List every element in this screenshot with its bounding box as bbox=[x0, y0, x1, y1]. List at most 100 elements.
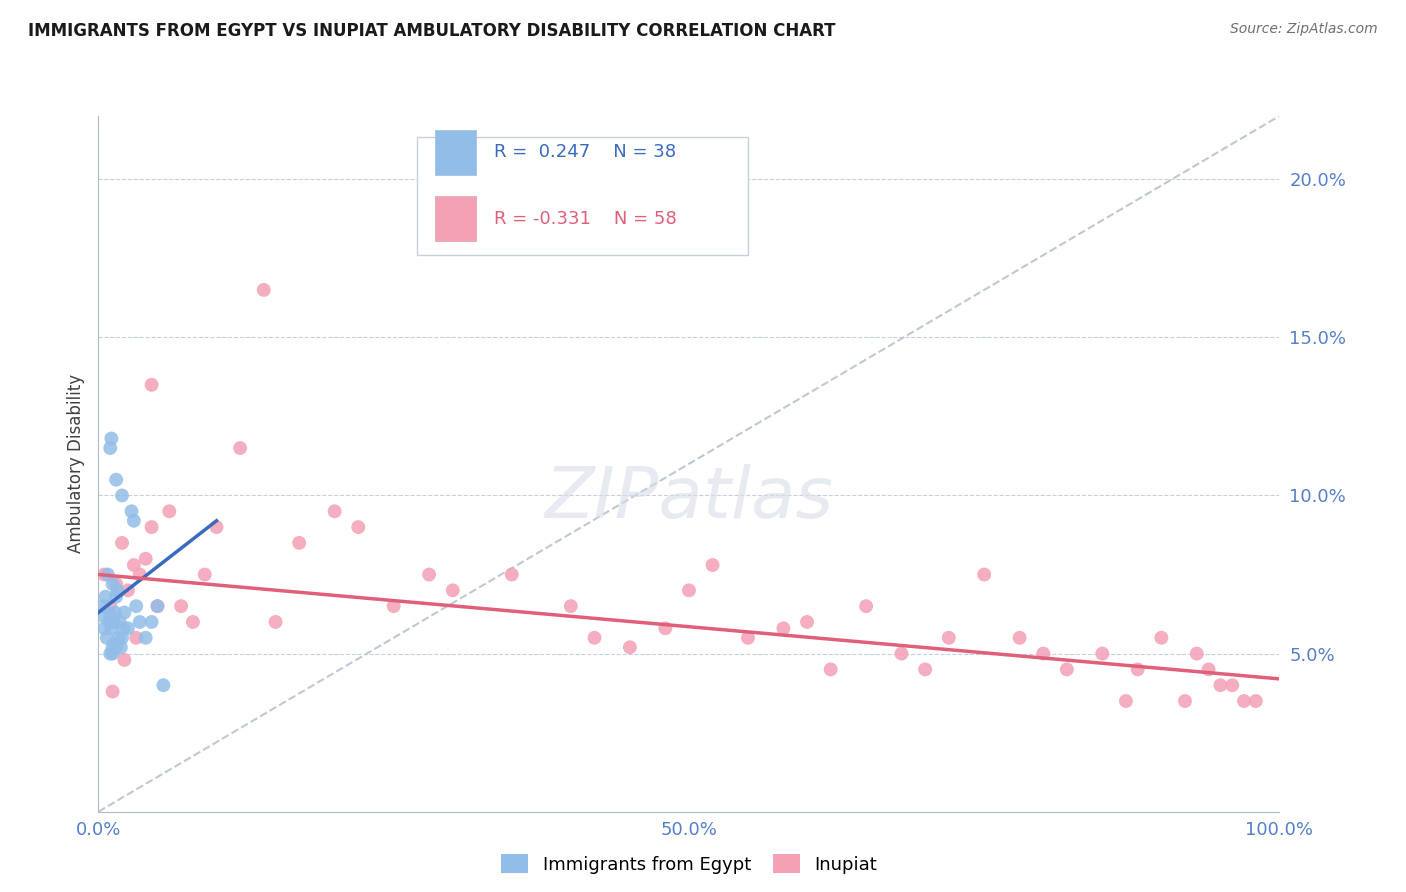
Point bbox=[170, 599, 193, 614]
Point bbox=[112, 606, 135, 620]
Point bbox=[105, 590, 128, 604]
Point bbox=[98, 441, 121, 455]
Point bbox=[1150, 631, 1173, 645]
Point bbox=[772, 621, 794, 635]
Bar bbox=[434, 196, 477, 241]
Point bbox=[914, 662, 936, 676]
Point bbox=[112, 653, 135, 667]
Point bbox=[93, 621, 115, 635]
Point bbox=[288, 536, 311, 550]
Point bbox=[103, 615, 125, 629]
Point bbox=[98, 599, 121, 614]
Point bbox=[98, 608, 121, 623]
Point bbox=[101, 647, 124, 661]
Point bbox=[264, 615, 287, 629]
Point bbox=[104, 606, 127, 620]
Point bbox=[855, 599, 877, 614]
Point bbox=[702, 558, 724, 572]
Point bbox=[796, 615, 818, 629]
Point bbox=[141, 615, 163, 629]
Point bbox=[141, 520, 163, 534]
Point bbox=[157, 504, 180, 518]
Point bbox=[111, 488, 134, 502]
Point bbox=[111, 631, 134, 645]
Bar bbox=[434, 130, 477, 175]
Point bbox=[101, 684, 124, 698]
Point bbox=[501, 567, 523, 582]
Point bbox=[1233, 694, 1256, 708]
Point bbox=[117, 583, 139, 598]
Point bbox=[93, 567, 115, 582]
Point bbox=[973, 567, 995, 582]
Point bbox=[253, 283, 276, 297]
Point bbox=[146, 599, 169, 614]
Point bbox=[98, 615, 121, 629]
Point bbox=[820, 662, 842, 676]
Bar bbox=[418, 136, 748, 255]
Point bbox=[117, 621, 139, 635]
Point bbox=[107, 631, 129, 645]
Point bbox=[583, 631, 606, 645]
Point bbox=[323, 504, 346, 518]
Point bbox=[101, 640, 124, 655]
Point bbox=[105, 583, 128, 598]
Point bbox=[100, 621, 122, 635]
Point bbox=[890, 647, 912, 661]
Legend: Immigrants from Egypt, Inupiat: Immigrants from Egypt, Inupiat bbox=[492, 846, 886, 883]
Point bbox=[1174, 694, 1197, 708]
Point bbox=[105, 577, 128, 591]
Point bbox=[122, 558, 145, 572]
Point bbox=[382, 599, 405, 614]
Point bbox=[347, 520, 370, 534]
Point bbox=[194, 567, 217, 582]
Point bbox=[737, 631, 759, 645]
Y-axis label: Ambulatory Disability: Ambulatory Disability bbox=[66, 375, 84, 553]
Point bbox=[105, 473, 128, 487]
Point bbox=[1008, 631, 1031, 645]
Point bbox=[205, 520, 228, 534]
Point bbox=[112, 621, 135, 635]
Point bbox=[128, 567, 150, 582]
Point bbox=[181, 615, 204, 629]
Point bbox=[96, 631, 118, 645]
Point bbox=[125, 599, 148, 614]
Point bbox=[108, 615, 131, 629]
Point bbox=[1091, 647, 1114, 661]
Point bbox=[229, 441, 252, 455]
Point bbox=[103, 637, 125, 651]
Point bbox=[125, 631, 148, 645]
Point bbox=[1056, 662, 1078, 676]
Point bbox=[1032, 647, 1054, 661]
Point bbox=[91, 608, 114, 623]
Point bbox=[560, 599, 582, 614]
Point bbox=[654, 621, 676, 635]
Text: R = -0.331    N = 58: R = -0.331 N = 58 bbox=[494, 210, 676, 227]
Point bbox=[678, 583, 700, 598]
Point bbox=[122, 514, 145, 528]
Point bbox=[152, 678, 174, 692]
Point bbox=[1185, 647, 1208, 661]
Point bbox=[441, 583, 464, 598]
Text: ZIPatlas: ZIPatlas bbox=[544, 464, 834, 533]
Point bbox=[1115, 694, 1137, 708]
Point bbox=[619, 640, 641, 655]
Point bbox=[97, 567, 120, 582]
Text: IMMIGRANTS FROM EGYPT VS INUPIAT AMBULATORY DISABILITY CORRELATION CHART: IMMIGRANTS FROM EGYPT VS INUPIAT AMBULAT… bbox=[28, 22, 835, 40]
Point bbox=[1220, 678, 1243, 692]
Point bbox=[98, 647, 121, 661]
Point bbox=[128, 615, 150, 629]
Point bbox=[1209, 678, 1232, 692]
Point bbox=[121, 504, 143, 518]
Text: R =  0.247    N = 38: R = 0.247 N = 38 bbox=[494, 144, 676, 161]
Point bbox=[146, 599, 169, 614]
Point bbox=[418, 567, 440, 582]
Point bbox=[100, 432, 122, 446]
Point bbox=[938, 631, 960, 645]
Text: Source: ZipAtlas.com: Source: ZipAtlas.com bbox=[1230, 22, 1378, 37]
Point bbox=[1244, 694, 1267, 708]
Point bbox=[105, 640, 128, 655]
Point bbox=[141, 377, 163, 392]
Point bbox=[111, 536, 134, 550]
Point bbox=[94, 590, 117, 604]
Point bbox=[110, 640, 132, 655]
